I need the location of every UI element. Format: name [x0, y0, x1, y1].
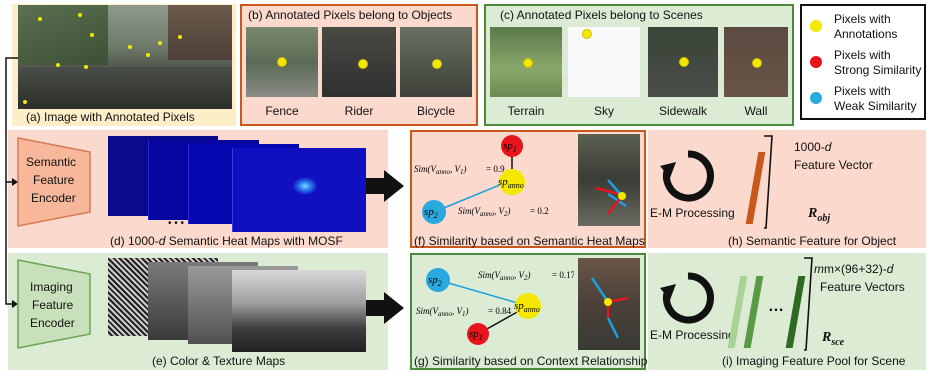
legend-text-1a: Pixels with — [834, 12, 891, 26]
svg-text:= 0.9: = 0.9 — [486, 164, 505, 174]
em-label-f: E-M Processing — [650, 206, 735, 220]
label-sidewalk: Sidewalk — [658, 104, 708, 118]
legend-text-2b: Strong Similarity — [834, 63, 922, 77]
semantic-encoder-l2: Feature — [33, 173, 75, 187]
legend-text-3b: Weak Similarity — [834, 99, 917, 113]
imaging-encoder-l1: Imaging — [30, 280, 73, 294]
caption-g: (g) Similarity based on Context Relation… — [414, 354, 648, 368]
svg-text:= 0.2: = 0.2 — [530, 206, 549, 216]
street-photo-g — [578, 258, 640, 350]
svg-text:Sim(Vanno, V2): Sim(Vanno, V2) — [458, 206, 511, 218]
label-bicycle: Bicycle — [416, 104, 455, 118]
terrain-crop — [490, 27, 562, 97]
node-spanno-g — [515, 293, 541, 319]
feat-i-bottom: Feature Vectors — [820, 280, 905, 294]
ellipsis-i: … — [768, 298, 784, 315]
label-terrain: Terrain — [507, 104, 545, 118]
vec-sce: Rsce — [822, 330, 845, 348]
caption-e: (e) Color & Texture Maps — [152, 354, 286, 368]
feat-h-bottom: Feature Vector — [794, 158, 873, 172]
caption-a: (a) Image with Annotated Pixels — [26, 110, 195, 124]
bracket-i — [804, 257, 813, 351]
svg-text:= 0.17: = 0.17 — [552, 270, 574, 280]
legend-swatch-blue — [810, 92, 822, 104]
node-sp1-f — [501, 135, 523, 157]
label-rider: Rider — [344, 104, 374, 118]
legend-swatch-yellow — [810, 20, 822, 32]
em-cycle-g — [660, 272, 714, 324]
node-sp2-g — [426, 268, 450, 292]
legend-swatch-red — [810, 56, 822, 68]
graph-g: sp2 spanno sp1 Sim(Vanno, V2) = 0.17 Sim… — [416, 268, 574, 345]
rider-photo-f — [578, 134, 640, 226]
title-c: (c) Annotated Pixels belong to Scenes — [500, 8, 703, 22]
legend-text-3a: Pixels with — [834, 84, 891, 98]
wall-crop — [724, 27, 788, 97]
node-sp2-f — [422, 200, 446, 224]
imaging-encoder-l3: Encoder — [30, 316, 75, 330]
svg-text:= 0.84: = 0.84 — [488, 306, 512, 316]
label-sky: Sky — [593, 104, 614, 118]
title-b: (b) Annotated Pixels belong to Objects — [248, 8, 453, 22]
svg-text:Sim(Vanno, V1): Sim(Vanno, V1) — [416, 306, 469, 318]
texture-stack — [108, 258, 366, 354]
svg-text:Sim(Vanno, V1): Sim(Vanno, V1) — [414, 164, 467, 176]
legend-text-1b: Annotations — [834, 27, 898, 41]
sky-crop — [568, 27, 640, 97]
legend-text-2a: Pixels with — [834, 48, 891, 62]
imaging-encoder-l2: Feature — [32, 298, 74, 312]
fence-crop — [246, 27, 318, 97]
graph-f: sp1 spanno sp2 Sim(Vanno, V1) = 0.9 Sim(… — [414, 135, 549, 224]
street-image — [18, 5, 232, 109]
heatmap-stack — [108, 136, 366, 234]
em-cycle-f — [660, 150, 714, 202]
caption-f: (f) Similarity based on Semantic Heat Ma… — [414, 234, 645, 248]
sidewalk-crop — [648, 27, 718, 97]
panel-h — [648, 130, 926, 248]
feat-i-top: mm×(96+32)-d — [814, 262, 894, 276]
ellipsis-d: • • • — [168, 218, 185, 229]
feat-h-top: 1000-d — [794, 140, 832, 154]
semantic-encoder-l1: Semantic — [26, 155, 77, 169]
caption-h: (h) Semantic Feature for Object — [728, 234, 897, 248]
bicycle-crop — [400, 27, 472, 97]
node-sp1-g — [467, 323, 489, 345]
vec-obj: Robj — [808, 206, 831, 224]
caption-i: (i) Imaging Feature Pool for Scene — [722, 354, 906, 368]
em-label-g: E-M Processing — [650, 328, 735, 342]
panel-i — [648, 253, 926, 370]
rider-crop — [322, 27, 396, 97]
svg-text:Sim(Vanno, V2): Sim(Vanno, V2) — [478, 270, 531, 282]
label-wall: Wall — [744, 104, 768, 118]
node-spanno-f — [499, 169, 525, 195]
semantic-encoder-l3: Encoder — [31, 191, 76, 205]
bracket-h — [764, 135, 773, 229]
label-fence: Fence — [265, 104, 299, 118]
caption-d: (d) 1000-d Semantic Heat Maps with MOSF — [110, 234, 343, 248]
